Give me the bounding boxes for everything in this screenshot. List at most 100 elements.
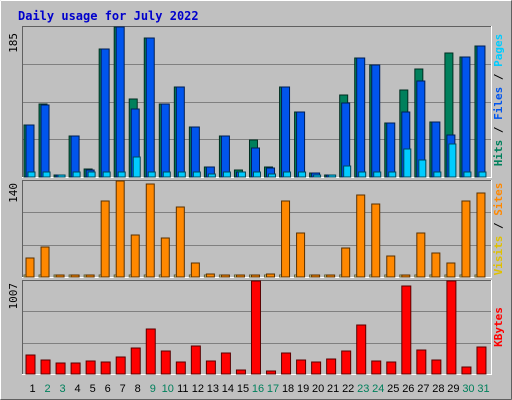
bar-pages-day-19	[298, 171, 307, 178]
bar-kbytes-day-19	[296, 359, 307, 375]
bar-kbytes-day-27	[416, 349, 427, 375]
legend-segment: KBytes	[492, 307, 505, 347]
bar-pages-day-16	[252, 171, 261, 178]
legend-label: Visits / Sites	[492, 183, 505, 276]
x-tick-label: 30	[462, 383, 474, 395]
bar-sites-day-24	[371, 203, 381, 278]
bar-sites-day-6	[100, 200, 110, 278]
x-tick-label: 14	[222, 383, 234, 395]
x-axis-labels: 1 2 3 4 5 6 7 8 9 10 11 12 13 14 15 16 17 18 19 20 21 22 23 24 2…	[29, 383, 489, 395]
bar-pages-day-3	[57, 174, 66, 178]
bar-pages-day-5	[87, 171, 96, 178]
bar-kbytes-day-14	[220, 352, 231, 375]
bar-kbytes-day-13	[205, 360, 216, 375]
bar-files-day-30	[461, 56, 471, 178]
bar-pages-day-7	[117, 171, 126, 178]
x-tick-label: 1	[29, 383, 35, 395]
bar-kbytes-day-7	[115, 356, 126, 375]
bar-pages-day-18	[283, 171, 292, 178]
bar-kbytes-day-22	[341, 350, 352, 375]
bar-pages-day-22	[343, 165, 352, 178]
bar-files-day-9	[145, 37, 155, 178]
bar-files-day-6	[100, 48, 110, 178]
bar-kbytes-day-5	[85, 360, 96, 375]
x-tick-label: 19	[297, 383, 309, 395]
bar-pages-day-14	[222, 171, 231, 178]
bar-pages-day-10	[162, 171, 171, 178]
bar-files-day-7	[115, 26, 125, 178]
bar-sites-day-2	[40, 246, 50, 278]
bar-sites-day-7	[115, 180, 125, 278]
bar-kbytes-day-12	[190, 345, 201, 375]
bar-kbytes-day-4	[70, 362, 81, 375]
bar-pages-day-2	[42, 171, 51, 178]
bar-sites-day-27	[416, 232, 426, 278]
x-tick-label: 28	[432, 383, 444, 395]
bar-sites-day-29	[446, 262, 456, 278]
bar-sites-day-8	[130, 234, 140, 278]
bar-kbytes-day-28	[431, 359, 442, 375]
bar-kbytes-day-24	[371, 360, 382, 375]
panel-3: 1007 KBytes	[7, 280, 505, 375]
bar-sites-day-12	[190, 262, 200, 278]
bar-kbytes-day-29	[446, 280, 457, 375]
bar-files-day-25	[386, 122, 396, 178]
bar-files-day-10	[160, 103, 170, 178]
bar-pages-day-27	[418, 159, 427, 178]
bar-pages-day-17	[268, 173, 277, 178]
bar-sites-day-20	[311, 274, 321, 278]
x-tick-label: 20	[312, 383, 324, 395]
bar-kbytes-day-20	[311, 361, 322, 375]
x-tick-label: 21	[327, 383, 339, 395]
bar-sites-day-26	[401, 274, 411, 278]
bar-sites-day-5	[85, 274, 95, 278]
legend-segment: /	[492, 216, 505, 236]
legend-segment: Pages	[492, 34, 505, 67]
bar-pages-day-28	[433, 171, 442, 178]
bar-sites-day-17	[266, 273, 276, 278]
bar-sites-day-4	[70, 274, 80, 278]
x-tick-label: 31	[477, 383, 489, 395]
legend-segment: /	[492, 120, 505, 140]
bar-pages-day-26	[403, 148, 412, 178]
bar-kbytes-day-17	[266, 370, 277, 375]
bar-sites-day-1	[25, 257, 35, 278]
bar-files-day-23	[356, 57, 366, 178]
x-tick-label: 18	[282, 383, 294, 395]
y-max-label: 1007	[7, 283, 20, 310]
x-tick-label: 17	[267, 383, 279, 395]
legend-segment: Sites	[492, 183, 505, 216]
bar-sites-day-23	[356, 194, 366, 278]
bar-pages-day-6	[102, 171, 111, 178]
legend-segment: Visits	[492, 236, 505, 276]
bar-sites-day-3	[55, 274, 65, 278]
bar-files-day-11	[175, 86, 185, 178]
bar-kbytes-day-18	[281, 352, 292, 375]
x-tick-label: 9	[150, 383, 156, 395]
bar-sites-day-30	[461, 200, 471, 278]
bar-files-day-18	[281, 86, 291, 178]
bar-pages-day-31	[478, 171, 487, 178]
bar-kbytes-day-1	[25, 354, 36, 375]
bar-sites-day-14	[220, 274, 230, 278]
bar-sites-day-21	[326, 274, 336, 278]
bar-kbytes-day-11	[175, 361, 186, 375]
bar-kbytes-day-15	[235, 369, 246, 375]
x-tick-label: 7	[120, 383, 126, 395]
bar-sites-day-11	[175, 206, 185, 278]
bar-kbytes-day-31	[476, 346, 487, 375]
plot-area	[22, 180, 492, 277]
bar-pages-day-4	[72, 171, 81, 178]
bar-kbytes-day-10	[160, 350, 171, 375]
bar-kbytes-day-30	[461, 366, 472, 375]
chart-title: Daily usage for July 2022	[18, 9, 199, 23]
bar-pages-day-8	[132, 156, 141, 178]
x-tick-label: 6	[105, 383, 111, 395]
bar-pages-day-11	[177, 171, 186, 178]
bar-files-day-1	[25, 124, 35, 178]
bar-files-day-28	[431, 121, 441, 178]
x-tick-label: 16	[252, 383, 264, 395]
bar-pages-day-25	[388, 171, 397, 178]
bar-sites-day-31	[476, 192, 486, 278]
